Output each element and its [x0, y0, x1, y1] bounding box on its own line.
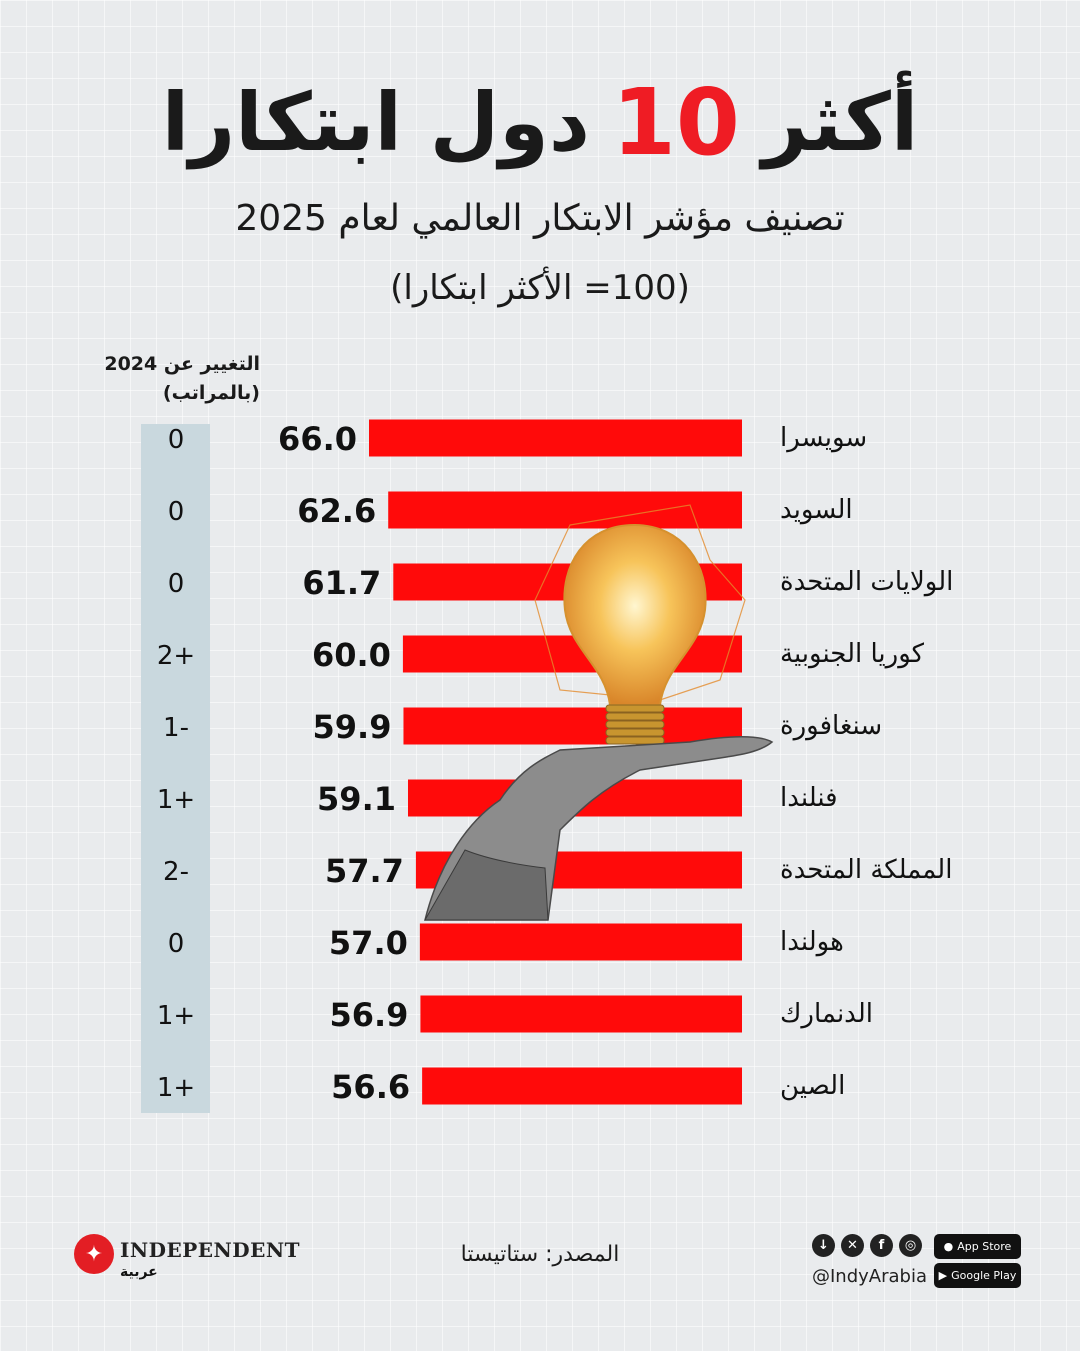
logo-subtitle: عربية: [120, 1264, 158, 1280]
bar-value-label: 56.6: [331, 1068, 410, 1106]
bar-value-label: 61.7: [302, 564, 381, 602]
rank-change-header-line2: (بالمراتب): [162, 382, 260, 404]
rank-change-label: 0: [168, 425, 185, 455]
bar-value-label: 59.1: [317, 780, 396, 818]
download-icon[interactable]: ↓: [812, 1234, 835, 1257]
category-label: السويد: [780, 495, 853, 525]
rank-change-label: 1+: [157, 1073, 195, 1103]
chart-subtitle: تصنيف مؤشر الابتكار العالمي لعام 2025: [235, 198, 845, 239]
rank-change-label: 0: [168, 929, 185, 959]
social-handle[interactable]: @IndyArabia: [812, 1266, 927, 1287]
page-title: أكثر 10 دول ابتكارا: [0, 68, 1080, 178]
category-label: المملكة المتحدة: [780, 855, 952, 885]
rank-change-label: 1-: [163, 713, 189, 743]
bar-value-label: 57.7: [325, 852, 404, 890]
bar-value-label: 60.0: [312, 636, 391, 674]
title-word-countries: دول ابتكارا: [161, 76, 590, 169]
rank-change-header: التغيير عن 2024 (بالمراتب): [80, 350, 260, 408]
bar-5: [403, 707, 742, 745]
bar-value-label: 56.9: [329, 996, 408, 1034]
facebook-icon[interactable]: f: [870, 1234, 893, 1257]
rank-change-label: 1+: [157, 785, 195, 815]
bar-value-label: 62.6: [297, 492, 376, 530]
rank-change-header-line1: التغيير عن 2024: [104, 353, 260, 375]
category-label: الولايات المتحدة: [780, 567, 953, 597]
category-label: الدنمارك: [780, 999, 873, 1029]
bar-value-label: 66.0: [278, 420, 357, 458]
source-credit: المصدر: ستاتيستا: [460, 1242, 620, 1267]
category-label: سويسرا: [780, 423, 867, 453]
category-label: سنغافورة: [780, 711, 882, 741]
category-label: هولندا: [780, 927, 844, 957]
bar-2: [388, 491, 742, 529]
eagle-icon: ✦: [74, 1234, 114, 1274]
logo-wordmark: INDEPENDENT: [120, 1238, 301, 1262]
play-icon: ▶: [938, 1269, 948, 1282]
x-icon[interactable]: ✕: [841, 1234, 864, 1257]
bar-value-label: 57.0: [329, 924, 408, 962]
bar-value-label: 59.9: [313, 708, 392, 746]
apple-icon: ●: [943, 1240, 954, 1253]
chart-scale-note: (100= الأكثر ابتكارا): [390, 268, 690, 308]
independent-logo[interactable]: ✦ INDEPENDENT عربية: [74, 1230, 300, 1290]
title-word-most: أكثر: [761, 76, 919, 169]
category-label: الصين: [780, 1071, 845, 1101]
lightbulb-illustration: [424, 504, 774, 921]
bar-8: [419, 923, 742, 961]
rank-change-label: 2-: [163, 857, 189, 887]
bar-9: [420, 995, 742, 1033]
instagram-icon[interactable]: ◎: [899, 1234, 922, 1257]
google-play-label: Google Play: [951, 1269, 1017, 1282]
bar-1: [369, 419, 742, 457]
rank-change-label: 0: [168, 497, 185, 527]
bar-10: [422, 1067, 742, 1105]
rank-change-label: 1+: [157, 1001, 195, 1031]
rank-change-column: [141, 424, 210, 1113]
app-store-label: App Store: [957, 1240, 1012, 1253]
rank-change-label: 0: [168, 569, 185, 599]
category-label: كوريا الجنوبية: [780, 639, 925, 669]
category-label: فنلندا: [780, 783, 838, 813]
title-number: 10: [611, 69, 740, 176]
google-play-badge[interactable]: ▶ Google Play: [934, 1263, 1021, 1288]
social-icons: ↓ ✕ f ◎: [812, 1234, 922, 1257]
app-store-badge[interactable]: ● App Store: [934, 1234, 1021, 1259]
rank-change-label: 2+: [157, 641, 195, 671]
